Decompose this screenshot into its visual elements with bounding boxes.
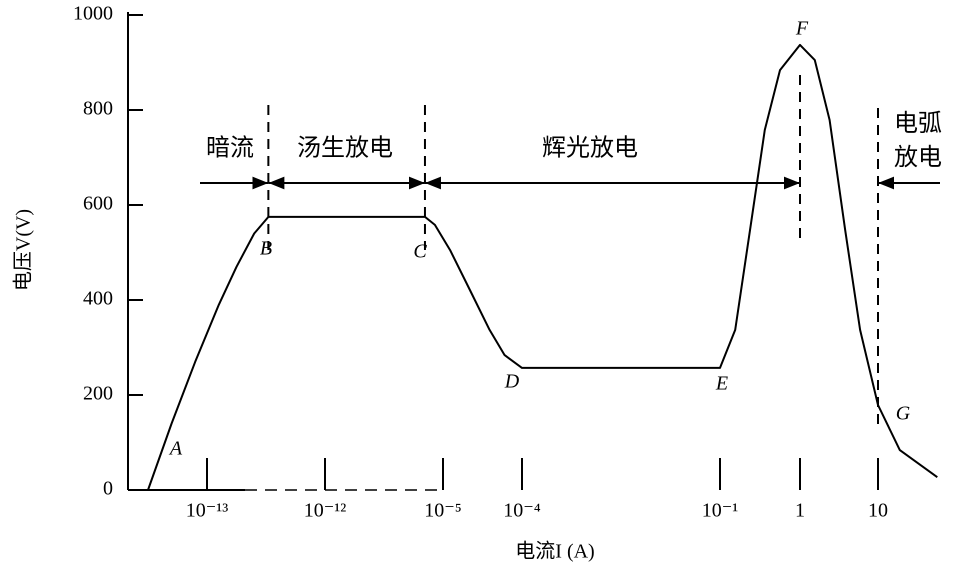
- point-label: C: [413, 241, 427, 263]
- y-tick-label: 0: [103, 478, 113, 500]
- region-label: 暗流: [206, 135, 254, 162]
- point-label: G: [896, 403, 911, 425]
- x-axis-label: 电流I (A): [515, 540, 594, 563]
- x-tick-label: 1: [795, 500, 805, 522]
- y-tick-label: 800: [83, 98, 113, 120]
- region-label: 汤生放电: [297, 135, 393, 162]
- y-tick-label: 400: [83, 288, 113, 310]
- region-label: 电弧放电: [894, 110, 942, 171]
- y-tick-label: 200: [83, 383, 113, 405]
- x-tick-label: 10⁻¹: [702, 500, 739, 522]
- y-tick-label: 600: [83, 193, 113, 215]
- y-axis-label: 电压V(V): [12, 209, 35, 291]
- curve: [147, 43, 938, 491]
- x-tick-label: 10⁻⁴: [503, 500, 541, 522]
- y-tick-label: 1000: [73, 3, 113, 25]
- x-tick-label: 10⁻⁵: [424, 500, 462, 522]
- region-label: 辉光放电: [542, 135, 638, 162]
- point-label: F: [795, 18, 809, 40]
- x-tick-label: 10⁻¹³: [186, 500, 229, 522]
- point-label: E: [715, 373, 728, 395]
- point-label: A: [168, 438, 183, 460]
- x-tick-label: 10⁻¹²: [304, 500, 347, 522]
- point-label: B: [260, 238, 272, 260]
- x-tick-label: 10: [868, 500, 888, 522]
- point-label: D: [504, 371, 520, 393]
